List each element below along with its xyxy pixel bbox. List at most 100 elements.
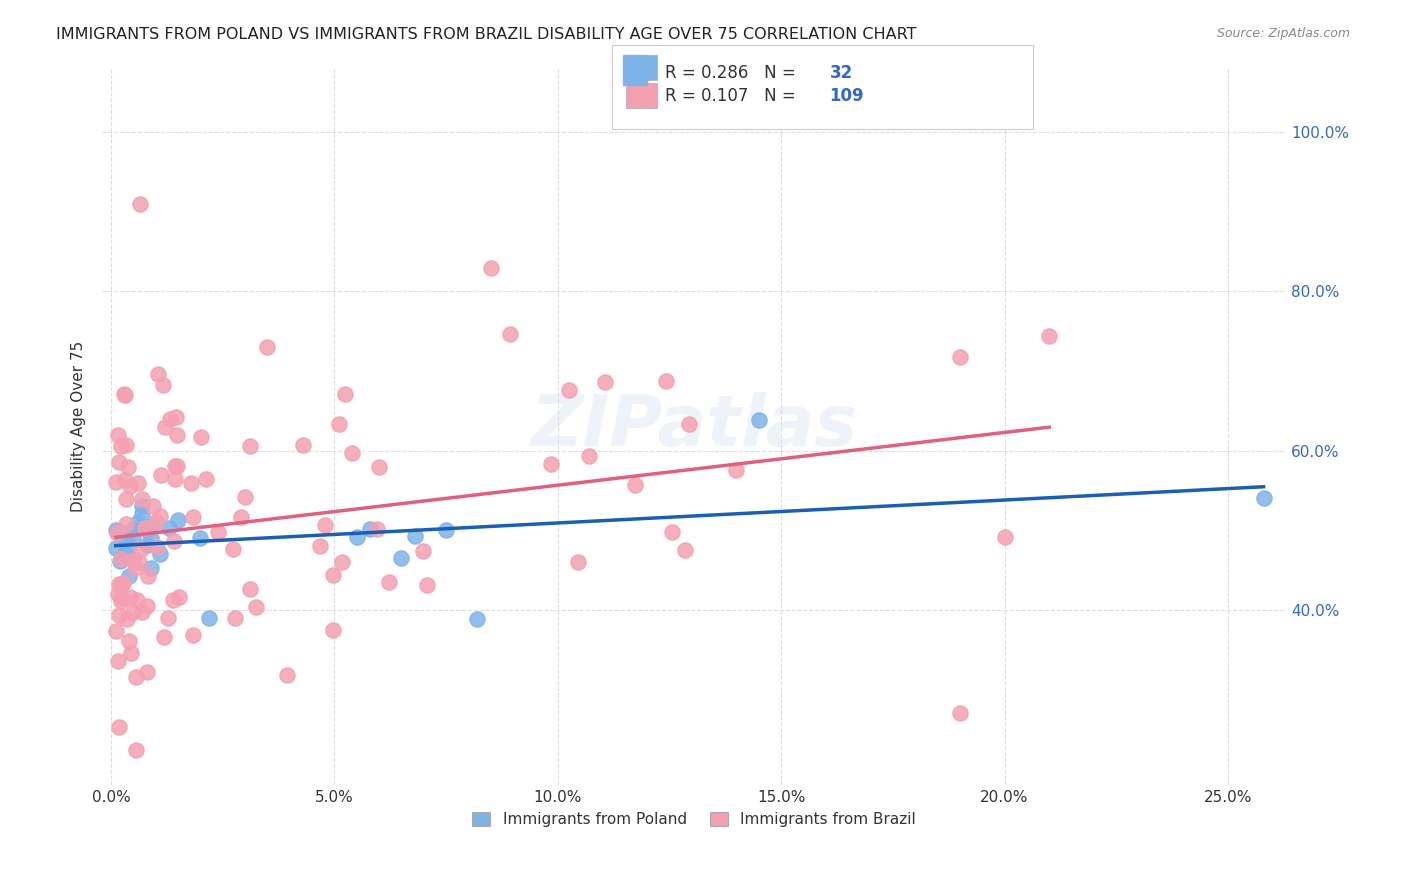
Point: [239, 439, 262, 453]
Point: [224, 611, 246, 625]
Point: [340, 446, 363, 460]
Point: [120, 479, 142, 493]
Point: [131, 500, 153, 514]
Point: [233, 490, 256, 504]
Point: [122, 551, 145, 566]
Point: [108, 607, 131, 622]
Text: 109: 109: [830, 87, 865, 105]
Point: [467, 612, 489, 626]
Point: [145, 540, 167, 554]
Point: [115, 516, 138, 531]
Point: [131, 605, 153, 619]
Point: [121, 553, 143, 567]
Point: [165, 409, 187, 424]
Point: [593, 375, 616, 389]
Point: [118, 539, 141, 553]
Point: [145, 515, 167, 529]
Y-axis label: Disability Age Over 75: Disability Age Over 75: [72, 341, 86, 512]
Point: [104, 624, 127, 639]
Point: [136, 599, 159, 613]
Point: [366, 523, 388, 537]
Point: [558, 383, 581, 397]
Point: [127, 475, 149, 490]
Point: [114, 547, 136, 561]
Point: [131, 492, 153, 507]
Point: [239, 582, 262, 596]
Point: [129, 541, 152, 556]
Point: [567, 555, 589, 569]
Point: [108, 455, 131, 469]
Point: [333, 386, 356, 401]
Point: [391, 551, 413, 566]
Point: [499, 326, 522, 341]
Point: [314, 518, 336, 533]
Point: [110, 439, 132, 453]
Point: [190, 531, 212, 545]
Point: [322, 623, 344, 637]
Point: [540, 457, 562, 471]
Point: [322, 567, 344, 582]
Point: [115, 438, 138, 452]
Point: [114, 388, 136, 402]
Point: [108, 553, 131, 567]
Point: [124, 561, 146, 575]
Point: [149, 468, 172, 483]
Point: [141, 560, 163, 574]
Point: [104, 541, 127, 555]
Point: [245, 599, 267, 614]
Point: [146, 368, 169, 382]
Point: [108, 576, 131, 591]
Point: [949, 350, 972, 364]
Point: [149, 508, 172, 523]
Point: [229, 509, 252, 524]
Legend: Immigrants from Poland, Immigrants from Brazil: Immigrants from Poland, Immigrants from …: [464, 805, 924, 835]
Point: [107, 654, 129, 668]
Point: [120, 646, 142, 660]
Point: [359, 522, 381, 536]
Point: [1253, 491, 1275, 506]
Point: [166, 458, 188, 473]
Point: [149, 547, 172, 561]
Point: [129, 197, 152, 211]
Point: [110, 552, 132, 566]
Point: [949, 706, 972, 721]
Point: [115, 491, 138, 506]
Point: [159, 412, 181, 426]
Point: [134, 521, 156, 535]
Point: [118, 590, 141, 604]
Point: [1038, 329, 1060, 343]
Point: [157, 611, 180, 625]
Point: [117, 459, 139, 474]
Point: [107, 587, 129, 601]
Point: [127, 516, 149, 530]
Point: [122, 605, 145, 619]
Point: [276, 668, 298, 682]
Point: [118, 568, 141, 582]
Point: [165, 472, 187, 486]
Point: [122, 531, 145, 545]
Point: [111, 591, 134, 605]
Point: [142, 499, 165, 513]
Point: [136, 568, 159, 582]
Point: [131, 508, 153, 522]
Point: [181, 627, 204, 641]
Point: [724, 463, 747, 477]
Point: [673, 542, 696, 557]
Point: [167, 513, 190, 527]
Point: [153, 631, 176, 645]
Point: [122, 522, 145, 536]
Point: [330, 555, 353, 569]
Point: [624, 477, 647, 491]
Point: [479, 260, 502, 275]
Point: [309, 539, 332, 553]
Point: [107, 427, 129, 442]
Point: [328, 417, 350, 431]
Text: R = 0.107   N =: R = 0.107 N =: [665, 87, 801, 105]
Point: [167, 591, 190, 605]
Point: [412, 544, 434, 558]
Point: [678, 417, 700, 431]
Point: [105, 525, 128, 540]
Point: [195, 472, 218, 486]
Point: [368, 459, 391, 474]
Point: [378, 575, 401, 590]
